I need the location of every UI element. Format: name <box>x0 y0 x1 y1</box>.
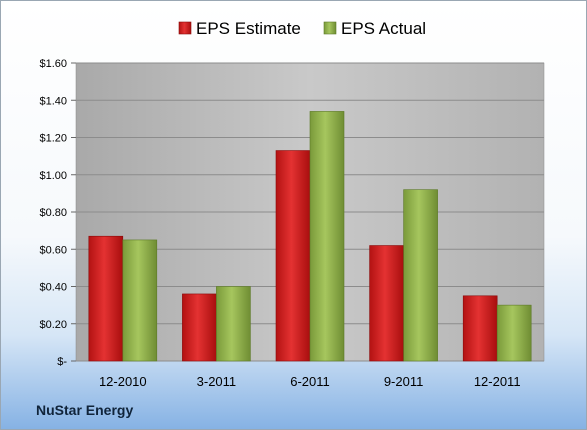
actual-bar <box>309 111 345 362</box>
legend-swatch <box>178 21 192 35</box>
legend: EPS Estimate EPS Actual <box>178 19 426 38</box>
y-tick-label: $0.80 <box>39 207 67 219</box>
x-category-label: 12-2011 <box>474 374 521 389</box>
y-axis-ticks: $- $0.20 $0.40 $0.60 $0.80 $1.00 $1.20 $1.40 $1.… <box>39 58 76 368</box>
company-name: NuStar Energy <box>36 402 134 418</box>
x-axis-categories: 12-2010 3-2011 6-2011 9-2011 12-2011 <box>99 374 521 389</box>
x-category-label: 6-2011 <box>290 374 330 389</box>
bars <box>88 111 532 362</box>
estimate-bar <box>88 235 124 362</box>
x-category-label: 3-2011 <box>197 374 237 389</box>
legend-label: EPS Estimate <box>196 19 301 38</box>
estimate-bar <box>182 293 217 362</box>
y-tick-label: $1.40 <box>39 95 67 107</box>
x-category-label: 9-2011 <box>384 374 424 389</box>
estimate-bar <box>462 295 498 362</box>
legend-label: EPS Actual <box>341 19 426 38</box>
estimate-bar <box>369 245 404 362</box>
actual-bar <box>403 189 438 362</box>
y-tick-label: $1.00 <box>39 170 67 182</box>
actual-bar <box>216 286 251 362</box>
actual-bar <box>496 304 532 362</box>
y-tick-label: $0.40 <box>39 282 67 294</box>
y-tick-label: $- <box>57 356 67 368</box>
x-category-label: 12-2010 <box>99 374 147 389</box>
actual-bar <box>122 239 158 362</box>
y-tick-label: $0.60 <box>39 244 67 256</box>
y-tick-label: $1.60 <box>39 58 67 70</box>
estimate-bar <box>275 150 311 362</box>
legend-swatch <box>323 21 337 35</box>
y-tick-label: $1.20 <box>39 133 67 145</box>
y-tick-label: $0.20 <box>39 319 67 331</box>
